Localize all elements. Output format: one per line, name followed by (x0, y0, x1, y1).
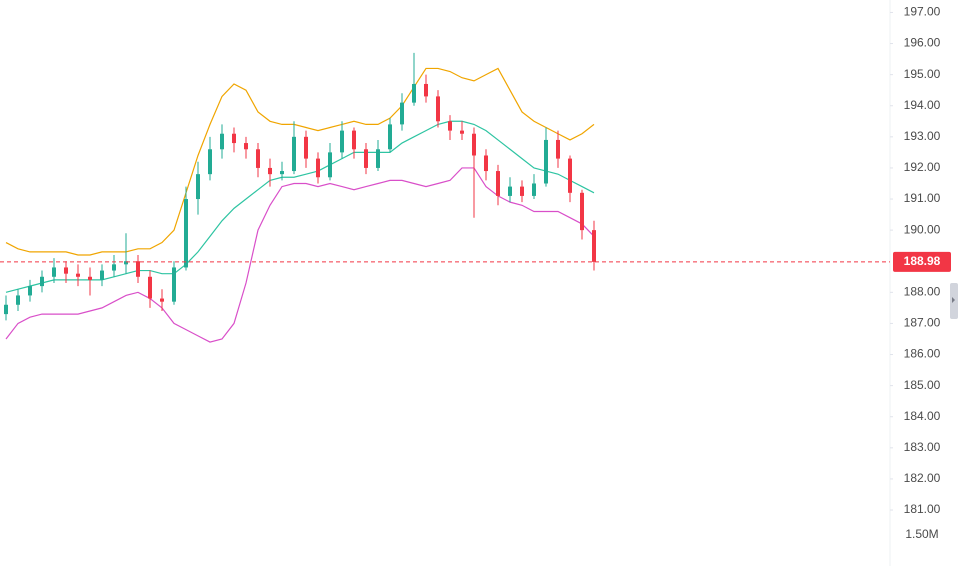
candle-body (160, 298, 164, 302)
candle-body (556, 139, 560, 159)
candle-body (244, 143, 248, 150)
y-tick-label: 190.00 (904, 222, 941, 236)
candle-body (148, 276, 152, 299)
candle-body (448, 121, 452, 131)
y-tick-label: 195.00 (904, 67, 941, 81)
candle-body (292, 136, 296, 172)
y-tick-label: 194.00 (904, 98, 941, 112)
y-tick-label: 181.00 (904, 502, 941, 516)
y-tick-label: 185.00 (904, 378, 941, 392)
candle-body (28, 286, 32, 296)
candle-body (580, 192, 584, 231)
candle-body (196, 174, 200, 200)
candle-body (40, 276, 44, 287)
last-price-box (893, 251, 951, 272)
candle-body (352, 130, 356, 150)
y-tick-label: 184.00 (904, 409, 941, 423)
candle-body (400, 102, 404, 125)
candle-body (484, 155, 488, 172)
candle-body (208, 149, 212, 175)
candle-body (508, 186, 512, 196)
candle-body (472, 133, 476, 156)
candle-body (52, 267, 56, 277)
candle-body (16, 295, 20, 305)
candle-body (232, 133, 236, 144)
candle-body (388, 124, 392, 150)
candle-body (124, 261, 128, 265)
candle-body (172, 267, 176, 302)
band-line (5, 67, 595, 256)
candle-body (532, 183, 536, 196)
candle-body (136, 261, 140, 277)
candle-body (280, 171, 284, 175)
y-tick-label: 192.00 (904, 160, 941, 174)
candle-body (184, 199, 188, 268)
y-tick-label: 191.00 (904, 191, 941, 205)
y-tick-label: 193.00 (904, 129, 941, 143)
y-tick-label: 196.00 (904, 36, 941, 50)
candle-body (256, 149, 260, 168)
scroll-arrow[interactable] (952, 297, 955, 303)
candle-body (316, 158, 320, 178)
candle-body (592, 230, 596, 262)
candle-body (568, 158, 572, 193)
candle-body (100, 270, 104, 280)
y-tick-label: 197.00 (904, 5, 941, 19)
candle-body (304, 136, 308, 159)
candle-body (544, 139, 548, 184)
candle-body (364, 149, 368, 168)
band-line (5, 167, 595, 343)
y-tick-label: 186.00 (904, 347, 941, 361)
candle-body (328, 152, 332, 178)
y-tick-label: 182.00 (904, 471, 941, 485)
candle-body (412, 83, 416, 103)
candle-body (460, 130, 464, 134)
y-tick-label: 187.00 (904, 316, 941, 330)
volume-axis-label: 1.50M (905, 527, 938, 541)
candle-body (340, 130, 344, 153)
y-tick-label: 183.00 (904, 440, 941, 454)
candle-body (424, 83, 428, 97)
candle-body (520, 186, 524, 196)
candle-body (88, 276, 92, 280)
candle-body (376, 149, 380, 168)
last-price-label: 188.98 (904, 254, 941, 268)
candle-body (436, 96, 440, 122)
band-line (5, 120, 595, 293)
candle-body (4, 304, 8, 315)
candle-body (220, 133, 224, 150)
candle-body (268, 167, 272, 175)
candle-body (496, 171, 500, 196)
y-tick-label: 188.00 (904, 285, 941, 299)
candle-body (64, 267, 68, 274)
candle-body (112, 264, 116, 271)
candle-body (76, 273, 80, 277)
